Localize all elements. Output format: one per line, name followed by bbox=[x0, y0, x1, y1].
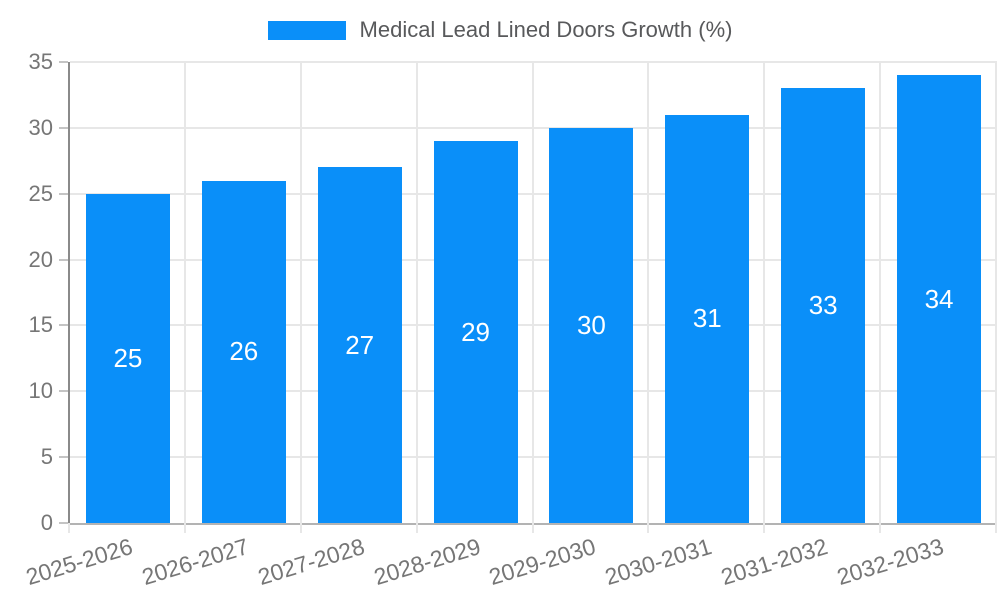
x-grid-line bbox=[647, 62, 650, 523]
y-grid-line bbox=[70, 390, 997, 393]
y-axis-tick bbox=[59, 456, 68, 459]
x-axis-tick bbox=[763, 523, 766, 533]
x-grid-line bbox=[299, 62, 302, 523]
bar-value-label: 34 bbox=[924, 283, 954, 314]
x-grid-line bbox=[415, 62, 418, 523]
y-grid-line bbox=[70, 324, 997, 327]
x-axis-tick bbox=[531, 523, 534, 533]
bar-value-label: 30 bbox=[576, 309, 606, 340]
bar: 27 bbox=[317, 167, 402, 523]
legend-label: Medical Lead Lined Doors Growth (%) bbox=[359, 17, 733, 42]
y-axis-tick bbox=[59, 61, 68, 63]
y-tick-label: 30 bbox=[28, 114, 53, 140]
y-tick-label: 10 bbox=[28, 378, 53, 404]
y-axis-tick bbox=[59, 258, 68, 261]
plot-area: 0 5 10 15 20 25 30 35 25 26 27 29 30 31 33 34 2025-2026 2… bbox=[23, 49, 997, 590]
bar: 26 bbox=[201, 180, 286, 523]
y-grid-line bbox=[70, 61, 997, 63]
y-grid-line bbox=[70, 456, 997, 459]
bar: 31 bbox=[665, 114, 750, 523]
bar: 30 bbox=[549, 127, 634, 523]
chart-legend: Medical Lead Lined Doors Growth (%) bbox=[0, 17, 1000, 43]
y-axis-tick bbox=[59, 126, 68, 129]
bar-value-label: 27 bbox=[345, 329, 375, 360]
y-tick-label: 20 bbox=[28, 246, 53, 272]
x-axis-tick bbox=[995, 523, 997, 533]
x-axis-tick bbox=[68, 523, 70, 533]
x-grid-line bbox=[763, 62, 766, 523]
y-tick-label: 15 bbox=[28, 312, 53, 338]
bar: 34 bbox=[897, 75, 982, 523]
bar-value-label: 25 bbox=[113, 342, 143, 373]
y-tick-label: 25 bbox=[28, 180, 53, 206]
y-tick-label: 0 bbox=[40, 510, 53, 535]
legend-swatch bbox=[267, 20, 346, 40]
y-axis-tick bbox=[59, 390, 68, 393]
y-grid-line bbox=[70, 192, 997, 195]
x-grid-line bbox=[879, 62, 882, 523]
y-axis-tick bbox=[59, 522, 68, 524]
bar: 25 bbox=[85, 193, 170, 523]
bar-value-label: 26 bbox=[229, 336, 259, 367]
x-axis-tick bbox=[183, 523, 186, 533]
x-axis-tick bbox=[299, 523, 302, 533]
y-axis-tick bbox=[59, 192, 68, 195]
x-axis-tick bbox=[879, 523, 882, 533]
x-grid-line bbox=[995, 62, 997, 523]
y-grid-line bbox=[70, 126, 997, 129]
y-tick-label: 5 bbox=[40, 444, 53, 470]
x-axis-tick bbox=[415, 523, 418, 533]
y-grid-line bbox=[70, 258, 997, 261]
x-axis-tick bbox=[647, 523, 650, 533]
bar-value-label: 31 bbox=[692, 303, 722, 334]
y-tick-label: 35 bbox=[28, 49, 53, 74]
bar-value-label: 33 bbox=[808, 290, 838, 321]
bar: 33 bbox=[781, 88, 866, 523]
y-axis-tick bbox=[59, 324, 68, 327]
bar-value-label: 29 bbox=[461, 316, 491, 347]
x-grid-line bbox=[183, 62, 186, 523]
bar: 29 bbox=[433, 141, 518, 523]
x-grid-line bbox=[531, 62, 534, 523]
